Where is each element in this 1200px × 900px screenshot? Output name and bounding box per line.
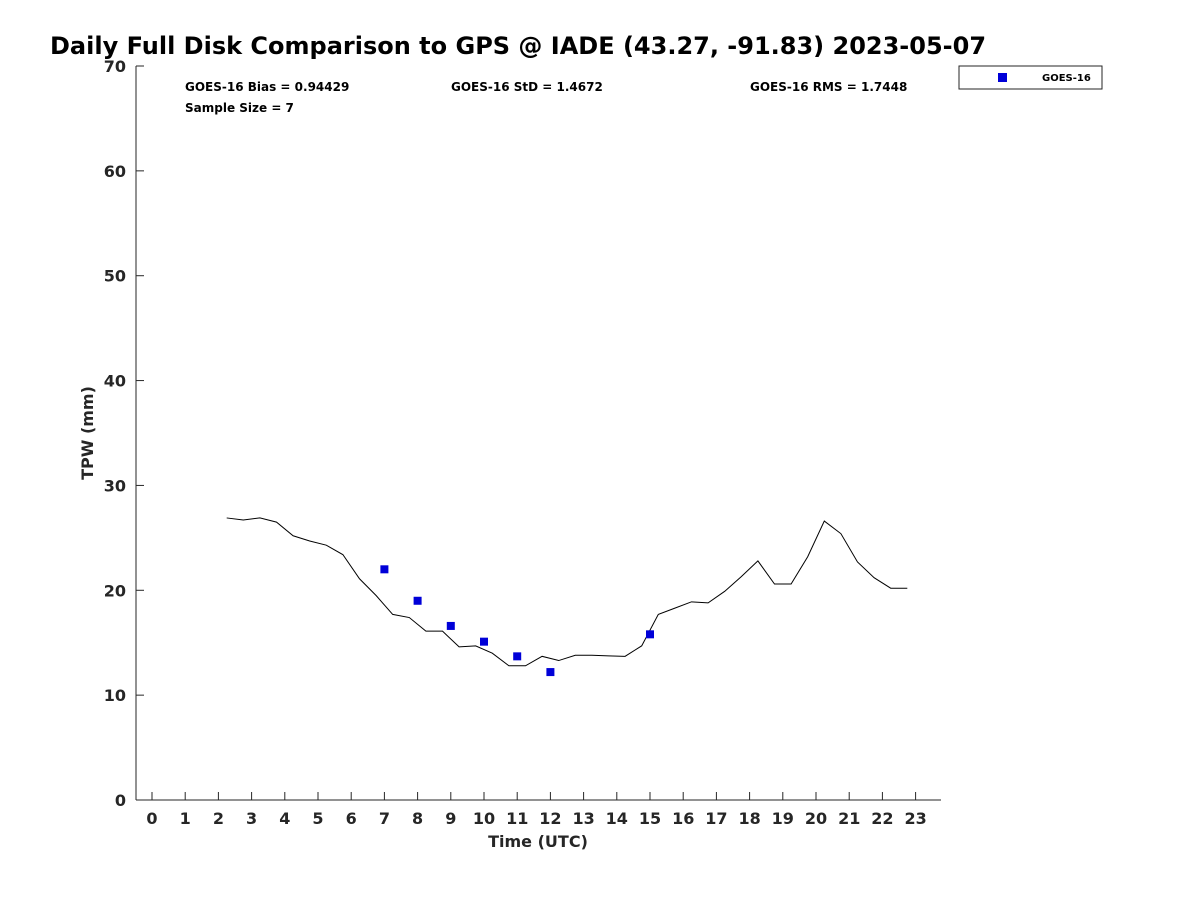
x-tick-label: 22 [871, 809, 893, 828]
x-tick-label: 12 [539, 809, 561, 828]
x-tick-label: 1 [180, 809, 191, 828]
x-tick-label: 4 [279, 809, 290, 828]
goes16-point [380, 565, 389, 574]
y-tick-label: 40 [104, 372, 126, 391]
y-axis-label: TPW (mm) [78, 386, 97, 480]
stat-std: GOES-16 StD = 1.4672 [451, 80, 603, 94]
x-tick-label: 13 [572, 809, 594, 828]
x-tick-label: 20 [805, 809, 827, 828]
goes16-point [546, 668, 555, 677]
x-tick-label: 19 [772, 809, 794, 828]
y-tick-label: 10 [104, 686, 126, 705]
goes16-point [446, 621, 455, 630]
stat-sample-size: Sample Size = 7 [185, 101, 294, 115]
y-tick-label: 0 [115, 791, 126, 810]
x-tick-label: 3 [246, 809, 257, 828]
y-tick-label: 60 [104, 162, 126, 181]
x-tick-label: 23 [904, 809, 926, 828]
x-tick-label: 18 [738, 809, 760, 828]
goes16-point [480, 637, 488, 646]
legend-label-goes16: GOES-16 [1042, 73, 1091, 84]
x-tick-label: 14 [606, 809, 628, 828]
y-axis-ticks: 0 10 20 30 40 50 60 70 [104, 57, 144, 810]
legend-marker-goes16 [998, 73, 1007, 82]
x-tick-label: 16 [672, 809, 694, 828]
goes16-point [646, 630, 654, 639]
goes16-point [513, 652, 522, 661]
plot-series [226, 517, 908, 677]
x-axis-label: Time (UTC) [488, 832, 588, 851]
goes16-point [413, 596, 422, 605]
x-tick-label: 7 [379, 809, 390, 828]
x-tick-label: 5 [312, 809, 323, 828]
x-axis-ticks: 0 1 2 3 4 5 6 7 8 9 10 11 12 13 14 15 16 17 18 19 20 21 22 23 [146, 792, 927, 828]
x-tick-label: 15 [639, 809, 661, 828]
y-tick-label: 70 [104, 57, 126, 76]
x-tick-label: 8 [412, 809, 423, 828]
y-tick-label: 20 [104, 581, 126, 600]
chart-title: Daily Full Disk Comparison to GPS @ IADE… [50, 32, 986, 60]
x-tick-label: 11 [506, 809, 528, 828]
x-tick-label: 21 [838, 809, 860, 828]
y-tick-label: 50 [104, 267, 126, 286]
stat-rms: GOES-16 RMS = 1.7448 [750, 80, 907, 94]
x-tick-label: 10 [473, 809, 495, 828]
stat-bias: GOES-16 Bias = 0.94429 [185, 80, 349, 94]
legend: GOES-16 [958, 65, 1103, 90]
gps-tpw-line [226, 517, 908, 667]
y-tick-label: 30 [104, 476, 126, 495]
legend-box [958, 65, 1103, 90]
x-tick-label: 2 [213, 809, 224, 828]
x-tick-label: 9 [445, 809, 456, 828]
x-tick-label: 0 [146, 809, 157, 828]
x-tick-label: 6 [346, 809, 357, 828]
x-tick-label: 17 [705, 809, 727, 828]
